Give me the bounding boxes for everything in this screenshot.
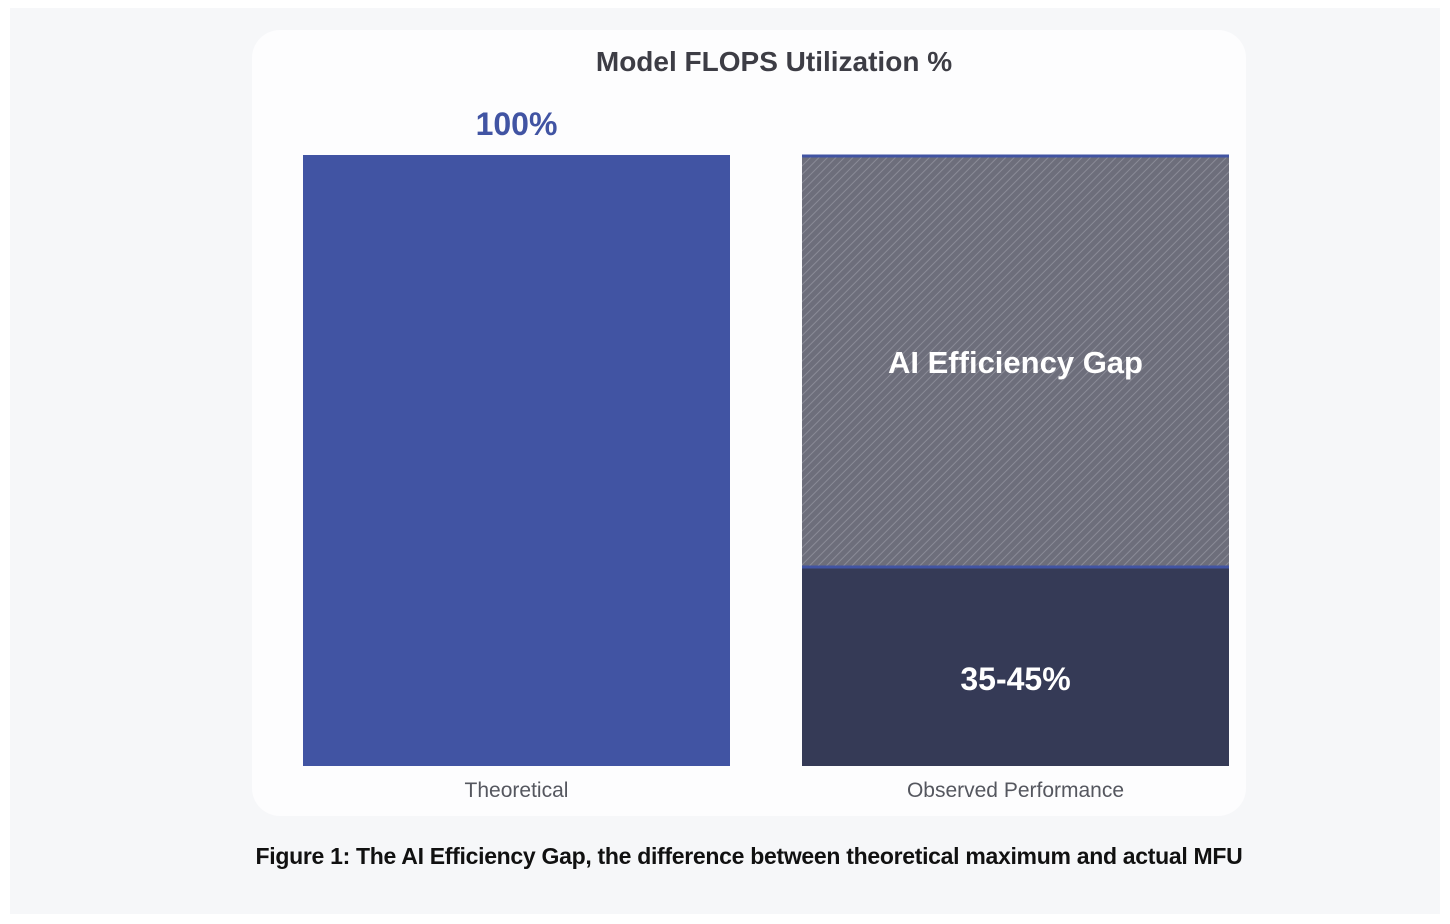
x-tick-label: Theoretical [465, 779, 569, 802]
figure-caption: Figure 1: The AI Efficiency Gap, the dif… [255, 843, 1243, 869]
gap-label: AI Efficiency Gap [888, 345, 1143, 380]
bar-theoretical [303, 155, 730, 766]
bar-observed-performance [802, 567, 1229, 766]
data-label-observed: 35-45% [960, 661, 1070, 697]
x-tick-label: Observed Performance [907, 779, 1124, 802]
bar-efficiency-gap [802, 155, 1229, 567]
data-label-theoretical: 100% [476, 106, 558, 142]
chart-title: Model FLOPS Utilization % [596, 46, 952, 77]
